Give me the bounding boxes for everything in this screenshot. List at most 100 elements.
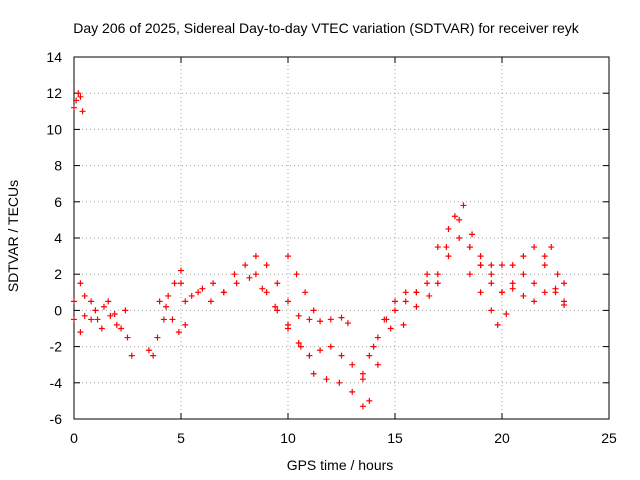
data-point: [317, 347, 324, 354]
data-point: [541, 262, 548, 269]
data-point: [210, 280, 217, 287]
data-point: [344, 320, 351, 327]
data-point: [128, 352, 135, 359]
data-point: [105, 298, 112, 305]
series-track-d: [156, 298, 189, 336]
data-point: [434, 244, 441, 251]
data-point: [349, 388, 356, 395]
data-point: [381, 316, 388, 323]
data-point: [426, 292, 433, 299]
data-point: [94, 316, 101, 323]
data-point: [175, 329, 182, 336]
y-tick-label: 10: [46, 121, 62, 137]
data-point: [207, 298, 214, 305]
data-point: [445, 253, 452, 260]
data-point: [424, 271, 431, 278]
data-point: [77, 280, 84, 287]
series-track-e: [178, 216, 505, 377]
data-point: [327, 316, 334, 323]
x-tick-label: 15: [387, 430, 403, 446]
data-marks: [71, 90, 568, 410]
data-point: [310, 307, 317, 314]
data-point: [456, 216, 463, 223]
data-point: [233, 280, 240, 287]
x-tick-label: 5: [177, 430, 185, 446]
data-point: [246, 274, 253, 281]
axis-ticks: 0 5 10 15 20 25 -6 -4 -2 0 2 4 6 8 10 12 14: [46, 49, 617, 446]
data-point: [169, 316, 176, 323]
data-point: [77, 329, 84, 336]
y-tick-label: 14: [46, 49, 62, 65]
data-point: [366, 397, 373, 404]
data-point: [77, 93, 84, 100]
data-point: [107, 312, 114, 319]
data-point: [509, 285, 516, 292]
data-point: [370, 343, 377, 350]
data-point: [541, 253, 548, 260]
data-point: [199, 285, 206, 292]
data-point: [295, 312, 302, 319]
data-point: [285, 253, 291, 260]
data-point: [81, 292, 88, 299]
data-point: [295, 339, 302, 346]
data-point: [259, 285, 266, 292]
data-point: [327, 343, 334, 350]
data-point: [81, 312, 88, 319]
data-point: [520, 292, 527, 299]
data-point: [182, 321, 189, 328]
data-point: [285, 298, 291, 305]
series-track-j: [466, 271, 510, 328]
data-point: [349, 361, 356, 368]
data-point: [520, 271, 527, 278]
data-point: [338, 352, 345, 359]
series-track-i: [359, 235, 568, 383]
data-point: [445, 225, 452, 232]
data-point: [118, 325, 125, 332]
data-point: [488, 280, 495, 287]
data-point: [561, 280, 568, 287]
data-point: [252, 253, 259, 260]
data-point: [531, 298, 538, 305]
data-point: [182, 298, 189, 305]
data-point: [122, 307, 129, 314]
data-point: [302, 289, 309, 296]
y-tick-label: -6: [50, 411, 63, 427]
data-point: [509, 262, 516, 269]
data-point: [466, 271, 473, 278]
x-tick-label: 0: [70, 430, 78, 446]
data-point: [466, 244, 473, 251]
data-point: [488, 271, 495, 278]
y-tick-label: 2: [54, 266, 62, 282]
data-point: [387, 325, 394, 332]
data-point: [402, 298, 409, 305]
y-tick-label: 0: [54, 302, 62, 318]
data-point: [306, 316, 313, 323]
data-point: [242, 262, 249, 269]
data-point: [88, 298, 95, 305]
data-point: [163, 303, 170, 310]
data-point: [477, 262, 484, 269]
series-track-early: [71, 90, 86, 115]
data-point: [392, 307, 398, 314]
data-point: [293, 271, 300, 278]
data-point: [477, 253, 484, 260]
data-point: [548, 244, 555, 251]
y-tick-label: 4: [54, 230, 62, 246]
data-point: [503, 311, 510, 318]
data-point: [359, 403, 366, 410]
data-point: [71, 298, 77, 305]
data-point: [150, 352, 157, 359]
data-point: [456, 235, 463, 241]
data-point: [124, 334, 131, 341]
data-point: [520, 253, 527, 260]
data-point: [252, 271, 259, 278]
data-point: [366, 352, 373, 359]
data-point: [79, 108, 86, 115]
data-point: [156, 298, 163, 305]
data-point: [561, 301, 568, 308]
data-point: [424, 280, 431, 287]
data-point: [499, 289, 505, 296]
data-point: [374, 334, 381, 341]
data-point: [263, 289, 270, 296]
